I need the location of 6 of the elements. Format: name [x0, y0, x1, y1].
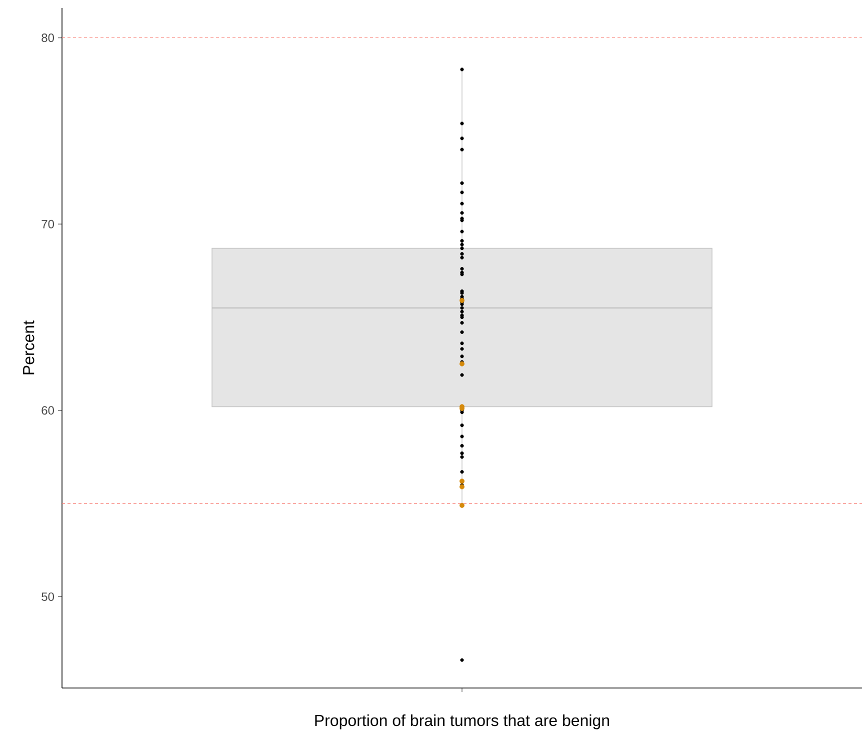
y-axis-title: Percent: [23, 320, 34, 374]
y-tick-label: 80: [42, 34, 54, 42]
y-tick-label: 60: [42, 406, 54, 415]
y-tick-label: 50: [42, 592, 54, 601]
x-axis-title: Proportion of brain tumors that are benign: [315, 714, 610, 730]
y-tick-label: 70: [42, 220, 54, 228]
